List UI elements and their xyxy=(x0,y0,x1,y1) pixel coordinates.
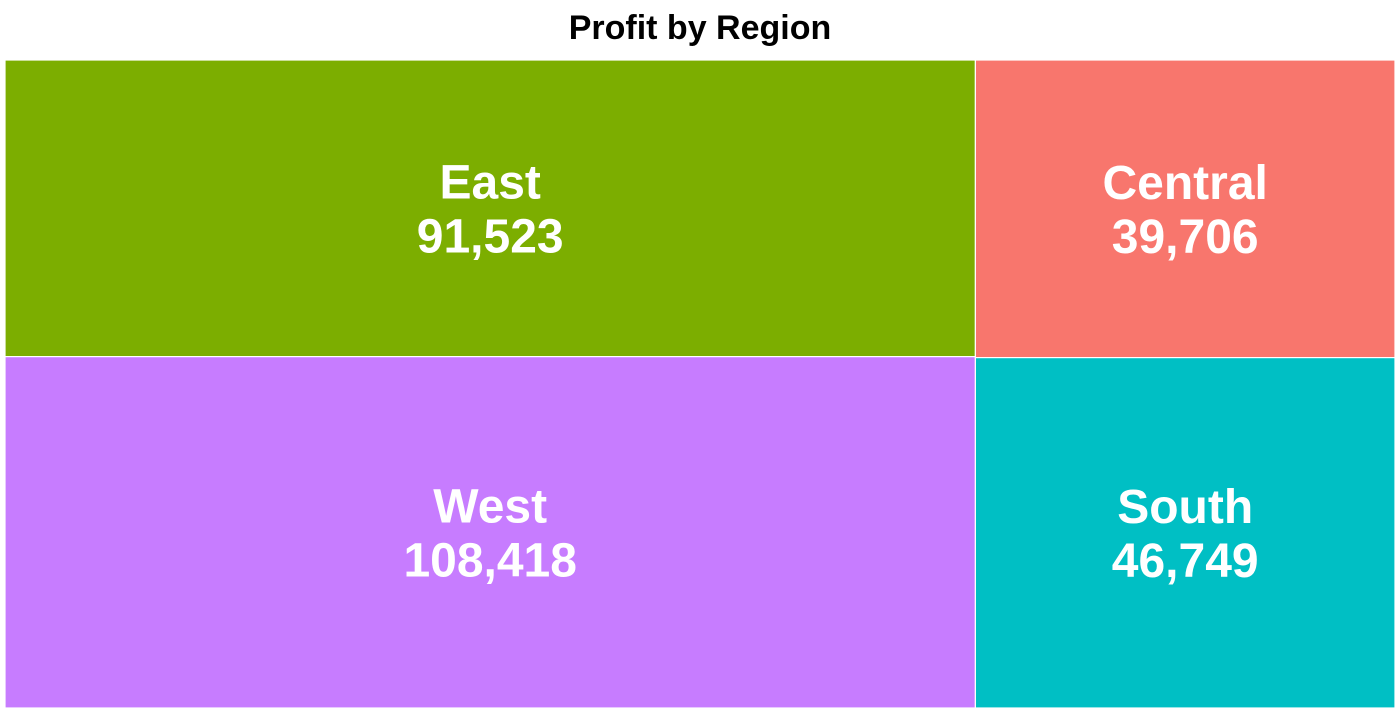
tile-rect-central xyxy=(974,60,1395,359)
tile-label-central: Central xyxy=(1103,157,1268,210)
tile-value-west: 108,418 xyxy=(403,534,577,587)
tile-rect-east xyxy=(5,60,976,358)
tile-label-south: South xyxy=(1117,481,1253,534)
tile-rect-south xyxy=(974,357,1395,708)
tile-value-central: 39,706 xyxy=(1112,211,1259,264)
tile-label-west: West xyxy=(433,480,547,533)
chart-title: Profit by Region xyxy=(568,9,832,47)
treemap-plot-area: East91,523West108,418Central39,706South4… xyxy=(5,60,1395,708)
tile-rect-west xyxy=(5,356,976,708)
tile-label-east: East xyxy=(440,156,541,209)
tile-value-east: 91,523 xyxy=(417,210,564,263)
tile-value-south: 46,749 xyxy=(1112,535,1259,588)
